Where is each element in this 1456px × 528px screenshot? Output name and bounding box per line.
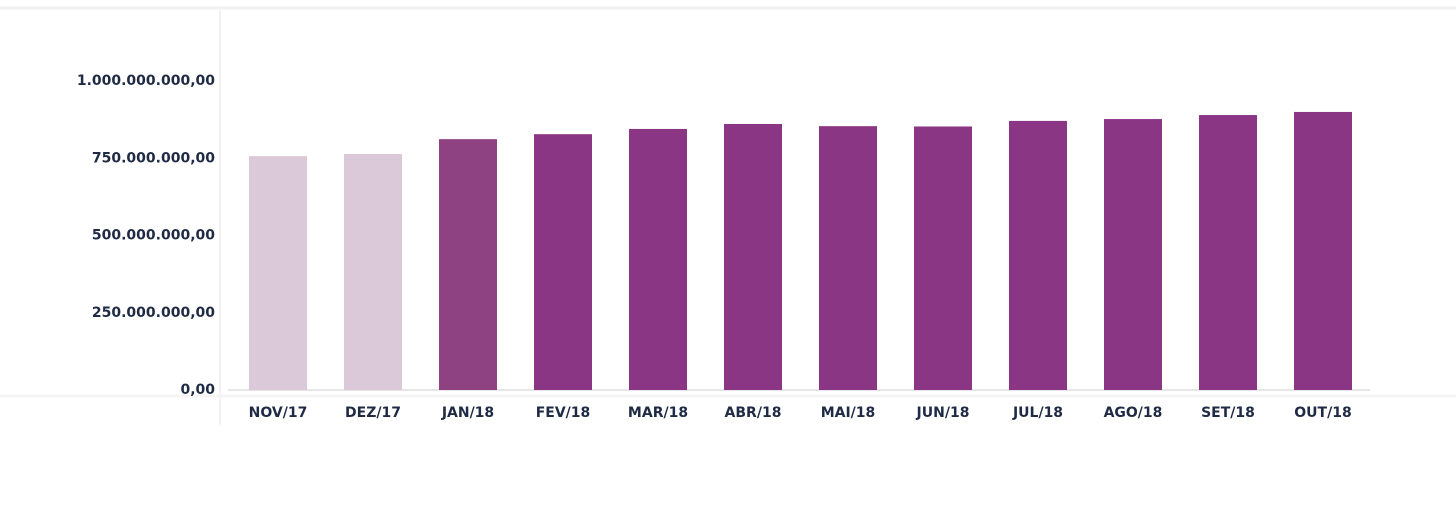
x-tick-label: JUN/18 [916, 405, 970, 421]
bar [249, 156, 307, 390]
bar [819, 126, 877, 391]
x-tick-label: DEZ/17 [345, 405, 401, 421]
x-tick-label: MAR/18 [628, 405, 688, 421]
y-tick-label: 500.000.000,00 [92, 228, 215, 244]
x-tick-label: JUL/18 [1012, 405, 1063, 421]
bar [1199, 115, 1257, 390]
bar [914, 126, 972, 390]
bar [439, 139, 497, 390]
x-tick-label: NOV/17 [249, 405, 308, 421]
bar [629, 128, 687, 390]
bar [724, 124, 782, 390]
bar [1294, 111, 1352, 390]
y-tick-label: 750.000.000,00 [92, 150, 215, 166]
x-tick-label: FEV/18 [536, 405, 591, 421]
y-tick-label: 1.000.000.000,00 [77, 73, 215, 89]
bar [1104, 119, 1162, 390]
x-tick-label: OUT/18 [1294, 405, 1351, 421]
y-tick-label: 0,00 [180, 382, 215, 398]
bar [534, 134, 592, 390]
x-tick-label: MAI/18 [821, 405, 876, 421]
y-tick-label: 250.000.000,00 [92, 305, 215, 321]
bar [344, 153, 402, 390]
x-tick-label: SET/18 [1201, 405, 1255, 421]
x-tick-label: AGO/18 [1104, 405, 1163, 421]
bar [1009, 120, 1067, 390]
x-tick-label: JAN/18 [441, 405, 494, 421]
x-tick-label: ABR/18 [725, 405, 782, 421]
